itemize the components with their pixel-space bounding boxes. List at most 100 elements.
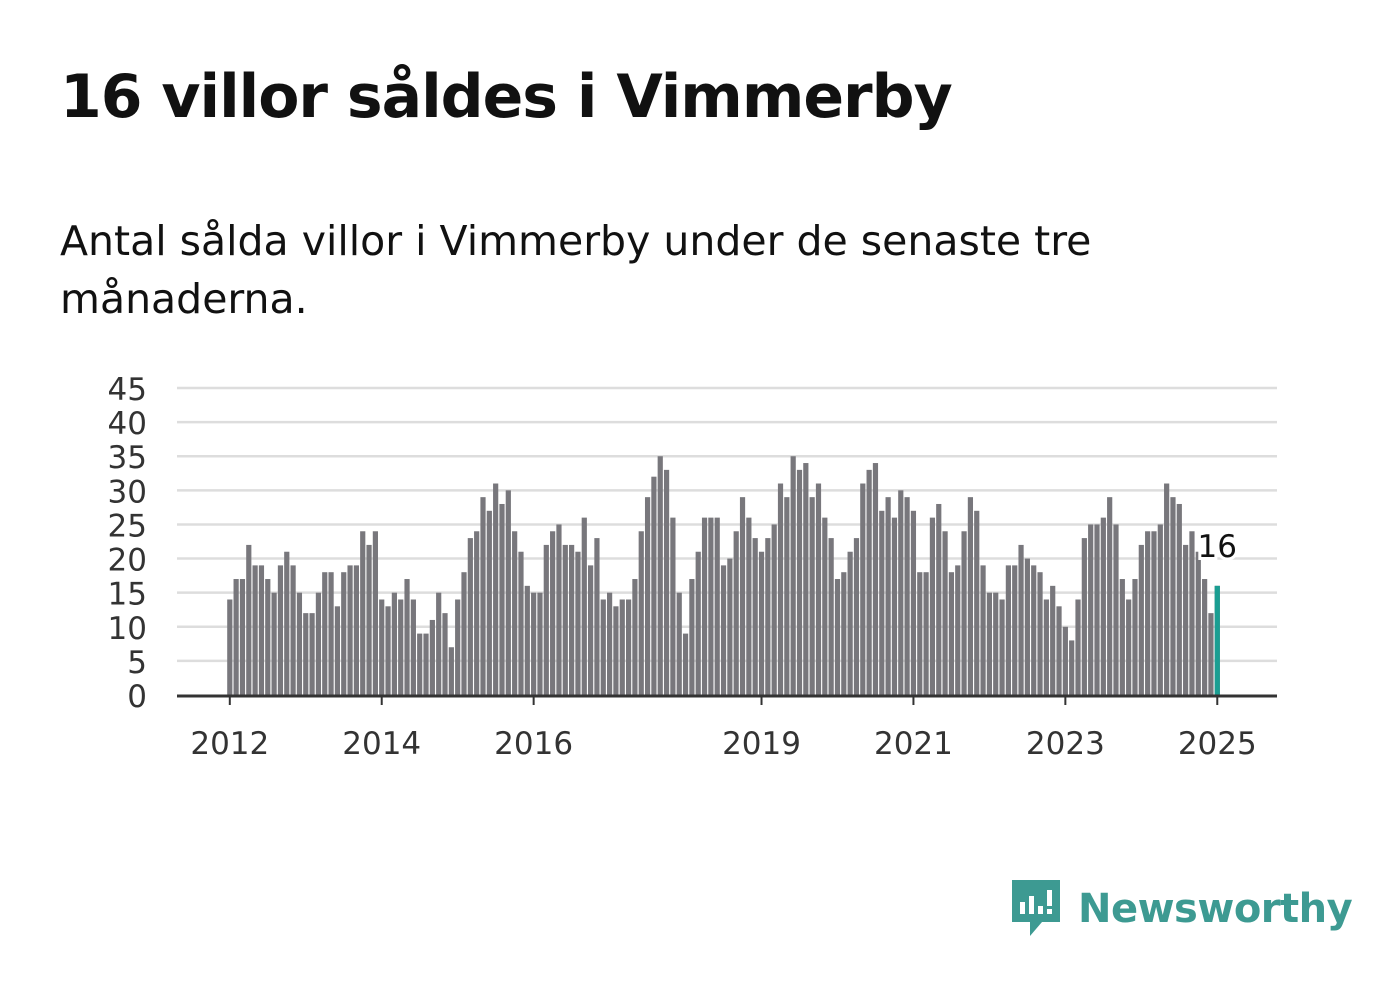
bar	[417, 633, 423, 695]
bar	[1012, 565, 1018, 695]
bar	[550, 531, 556, 695]
bar	[531, 592, 537, 695]
bar	[784, 497, 790, 695]
bar	[429, 619, 435, 695]
bar	[1056, 606, 1062, 695]
bar	[625, 599, 632, 695]
bar	[815, 483, 822, 695]
bar	[676, 592, 682, 695]
bar	[974, 510, 980, 695]
bar	[1170, 497, 1176, 695]
bar	[898, 490, 904, 695]
bar	[265, 579, 271, 695]
bar	[739, 497, 746, 695]
chart-subtitle: Antal sålda villor i Vimmerby under de s…	[60, 217, 1092, 323]
x-tick-label: 2021	[874, 726, 953, 762]
bar	[993, 592, 999, 695]
x-tick-label: 2012	[190, 726, 269, 762]
bar	[644, 497, 651, 695]
bar	[638, 531, 644, 695]
bar	[1031, 565, 1037, 695]
bar	[657, 456, 663, 695]
highlighted-bar	[1214, 585, 1220, 695]
bar	[543, 544, 549, 695]
bar	[1069, 640, 1075, 695]
bar	[980, 565, 986, 695]
bar	[1024, 558, 1030, 695]
bar	[1119, 579, 1125, 695]
bar	[663, 469, 670, 695]
bar	[353, 565, 359, 695]
bar	[233, 579, 239, 695]
bar	[372, 531, 378, 695]
bar	[714, 517, 720, 695]
bar	[512, 531, 518, 695]
bar	[796, 469, 803, 695]
x-axis-ticks: 2012 2014 2016 2019 2021 2023 2025	[190, 697, 1257, 762]
bar	[296, 592, 303, 695]
bar	[1107, 497, 1113, 695]
bar	[670, 517, 676, 695]
bar	[493, 483, 499, 695]
chart-title: 16 villor såldes i Vimmerby	[60, 62, 953, 132]
bar	[1081, 538, 1087, 695]
bar	[1037, 572, 1043, 695]
bar	[752, 538, 758, 695]
y-tick-label: 45	[108, 372, 147, 408]
bar	[727, 558, 733, 695]
bar	[999, 599, 1005, 695]
bar	[486, 510, 492, 695]
bar	[955, 565, 961, 695]
bar	[986, 592, 992, 695]
bar	[695, 551, 701, 695]
bar	[948, 572, 955, 695]
bar	[1094, 524, 1100, 695]
bar	[1126, 599, 1132, 695]
brand-logo: Newsworthy	[1010, 878, 1353, 940]
bar	[689, 579, 695, 695]
bar	[366, 544, 372, 695]
bar	[404, 579, 410, 695]
bar	[771, 524, 777, 695]
bar	[1113, 524, 1119, 695]
bar	[474, 531, 480, 695]
bar	[809, 497, 815, 695]
bar	[936, 503, 942, 695]
bar	[303, 613, 309, 695]
bar	[455, 599, 461, 695]
y-tick-label: 15	[108, 577, 147, 613]
bar	[1088, 524, 1094, 695]
bar	[1075, 599, 1081, 695]
bar	[1018, 544, 1024, 695]
bar	[967, 497, 974, 695]
bar	[1157, 524, 1163, 695]
bar	[1208, 613, 1214, 695]
bars	[227, 456, 1220, 695]
bar	[828, 538, 834, 695]
bar	[1043, 599, 1049, 695]
x-tick-label: 2014	[342, 726, 421, 762]
bar	[1195, 551, 1201, 695]
bar	[765, 538, 771, 695]
bar	[891, 517, 898, 695]
bar	[588, 565, 594, 695]
bar	[379, 599, 385, 695]
bar	[322, 572, 328, 695]
bar	[480, 497, 486, 695]
bar	[904, 497, 910, 695]
bar	[398, 599, 404, 695]
annotations: 16	[1195, 526, 1240, 568]
bar	[746, 517, 752, 695]
bar	[790, 456, 796, 695]
bar	[607, 592, 613, 695]
bar	[581, 517, 587, 695]
bar	[701, 517, 708, 695]
bar	[847, 551, 853, 695]
bar	[866, 469, 872, 695]
bar	[360, 531, 366, 695]
bar	[923, 572, 929, 695]
bar	[1164, 483, 1170, 695]
bar	[1189, 531, 1195, 695]
bar	[258, 565, 265, 695]
